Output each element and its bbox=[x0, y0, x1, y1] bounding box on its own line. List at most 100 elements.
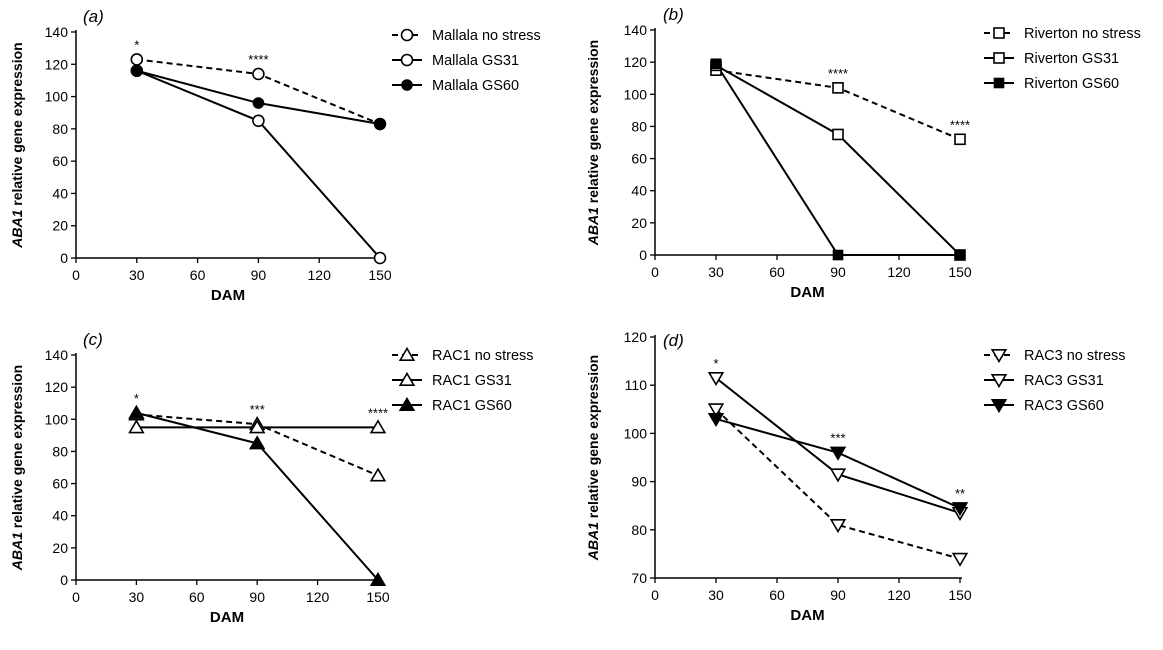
series-line-1 bbox=[715, 408, 961, 560]
data-point-series-3 bbox=[248, 435, 266, 450]
y-tick-label: 40 bbox=[52, 508, 68, 524]
y-tick-label: 80 bbox=[631, 118, 647, 134]
y-axis-title-gene: ABA1 bbox=[9, 209, 25, 248]
y-tick-label: 60 bbox=[52, 153, 68, 169]
panel-label: (a) bbox=[83, 7, 104, 26]
x-tick-label: 150 bbox=[366, 589, 390, 605]
x-tick-label: 150 bbox=[948, 264, 972, 280]
data-point-series-3 bbox=[252, 97, 265, 109]
legend-marker bbox=[990, 373, 1008, 389]
y-tick-label: 100 bbox=[45, 411, 69, 427]
x-axis-title: DAM bbox=[790, 607, 824, 624]
x-tick-label: 120 bbox=[887, 264, 911, 280]
data-point-series-2 bbox=[707, 371, 725, 387]
legend-marker bbox=[993, 77, 1005, 89]
y-axis-title-rest: relative gene expression bbox=[9, 365, 25, 532]
x-tick-label: 120 bbox=[306, 589, 330, 605]
legend-label: Riverton GS60 bbox=[1024, 76, 1119, 92]
legend-marker bbox=[993, 52, 1005, 64]
data-point-series-3 bbox=[951, 502, 969, 517]
y-tick-label: 0 bbox=[60, 250, 68, 266]
significance-annotation: **** bbox=[950, 117, 970, 132]
x-tick-label: 0 bbox=[72, 589, 80, 605]
significance-annotation: * bbox=[134, 37, 139, 52]
legend-marker bbox=[400, 28, 414, 42]
significance-annotation: **** bbox=[828, 66, 848, 81]
legend-label: Riverton no stress bbox=[1024, 26, 1141, 42]
chart-panel-d: 70 80 90 100 110 120 0 30 60 90 120 150 DAM ABA1 rela… bbox=[585, 329, 1126, 624]
y-tick-label: 20 bbox=[52, 540, 68, 556]
data-point-series-2 bbox=[128, 419, 145, 434]
y-tick-label: 120 bbox=[624, 329, 648, 345]
y-axis-title: ABA1 relative gene expression bbox=[9, 365, 25, 571]
x-tick-label: 90 bbox=[251, 267, 267, 283]
data-point-series-2 bbox=[369, 419, 387, 434]
y-tick-label: 20 bbox=[52, 218, 68, 234]
y-axis-title: ABA1 relative gene expression bbox=[9, 42, 25, 248]
chart-panel-b: 0 20 40 60 80 100 120 140 0 30 60 90 120 150 DAM ABA1 r… bbox=[585, 5, 1141, 301]
x-tick-label: 0 bbox=[651, 587, 659, 603]
x-tick-label: 0 bbox=[651, 264, 659, 280]
data-point-series-2 bbox=[252, 114, 265, 128]
data-point-series-3 bbox=[369, 571, 387, 587]
legend-marker bbox=[990, 398, 1008, 414]
significance-annotation: ** bbox=[955, 486, 965, 501]
legend-label: Riverton GS31 bbox=[1024, 51, 1119, 67]
significance-annotation: **** bbox=[248, 52, 268, 67]
significance-annotation: *** bbox=[830, 431, 845, 446]
x-axis-title: DAM bbox=[790, 284, 824, 301]
y-tick-label: 120 bbox=[45, 379, 69, 395]
legend-marker bbox=[993, 27, 1005, 39]
data-point-series-3 bbox=[707, 412, 725, 428]
significance-annotation: **** bbox=[368, 405, 388, 420]
x-tick-label: 150 bbox=[368, 267, 392, 283]
x-tick-label: 30 bbox=[129, 589, 145, 605]
data-point-series-3 bbox=[128, 404, 145, 419]
panel-label: (d) bbox=[663, 331, 684, 350]
data-point-series-2 bbox=[373, 251, 387, 265]
chart-panel-c: 0 20 40 60 80 100 120 140 0 30 60 90 120 150 DAM ABA1 r… bbox=[9, 330, 534, 626]
legend-marker bbox=[398, 346, 416, 362]
data-point-series-3 bbox=[829, 446, 847, 461]
y-tick-label: 40 bbox=[631, 183, 647, 199]
y-axis-title: ABA1 relative gene expression bbox=[585, 40, 601, 246]
y-tick-label: 80 bbox=[52, 121, 68, 137]
x-tick-label: 60 bbox=[769, 587, 785, 603]
y-axis-title-gene: ABA1 bbox=[585, 207, 601, 246]
x-tick-label: 120 bbox=[887, 587, 911, 603]
x-tick-label: 30 bbox=[129, 267, 145, 283]
y-axis-title-rest: relative gene expression bbox=[585, 355, 601, 522]
significance-annotation: * bbox=[713, 356, 718, 371]
y-tick-label: 120 bbox=[45, 56, 69, 72]
legend-label: RAC3 GS60 bbox=[1024, 398, 1104, 414]
legend-label: Mallala GS60 bbox=[432, 78, 519, 94]
y-tick-label: 0 bbox=[60, 572, 68, 588]
data-point-series-1 bbox=[951, 552, 969, 567]
data-point-series-3 bbox=[374, 118, 386, 130]
y-axis-title-gene: ABA1 bbox=[9, 532, 25, 571]
y-tick-label: 20 bbox=[631, 215, 647, 231]
y-tick-label: 120 bbox=[624, 54, 648, 70]
data-point-series-2 bbox=[832, 128, 844, 141]
legend-marker bbox=[398, 396, 416, 412]
legend-label: RAC1 no stress bbox=[432, 348, 534, 364]
data-point-series-2 bbox=[248, 419, 266, 434]
data-point-series-3 bbox=[710, 58, 722, 70]
x-tick-label: 90 bbox=[249, 589, 265, 605]
x-axis-title: DAM bbox=[210, 609, 244, 626]
legend-label: RAC3 GS31 bbox=[1024, 373, 1104, 389]
data-point-series-1 bbox=[707, 403, 725, 418]
data-point-series-1 bbox=[130, 53, 144, 66]
chart-panel-a: 0 20 40 60 80 100 120 140 0 30 60 90 120 150 DAM ABA1 r… bbox=[9, 7, 541, 304]
y-tick-label: 110 bbox=[625, 377, 648, 393]
y-tick-label: 80 bbox=[52, 443, 68, 459]
y-axis-title: ABA1 relative gene expression bbox=[585, 355, 601, 561]
significance-annotation: *** bbox=[250, 402, 265, 417]
y-tick-label: 140 bbox=[45, 347, 69, 363]
legend-marker bbox=[400, 53, 414, 67]
data-point-series-1 bbox=[252, 67, 265, 81]
series-line-2 bbox=[715, 64, 961, 256]
panel-label: (b) bbox=[663, 5, 684, 24]
y-tick-label: 0 bbox=[639, 247, 647, 263]
